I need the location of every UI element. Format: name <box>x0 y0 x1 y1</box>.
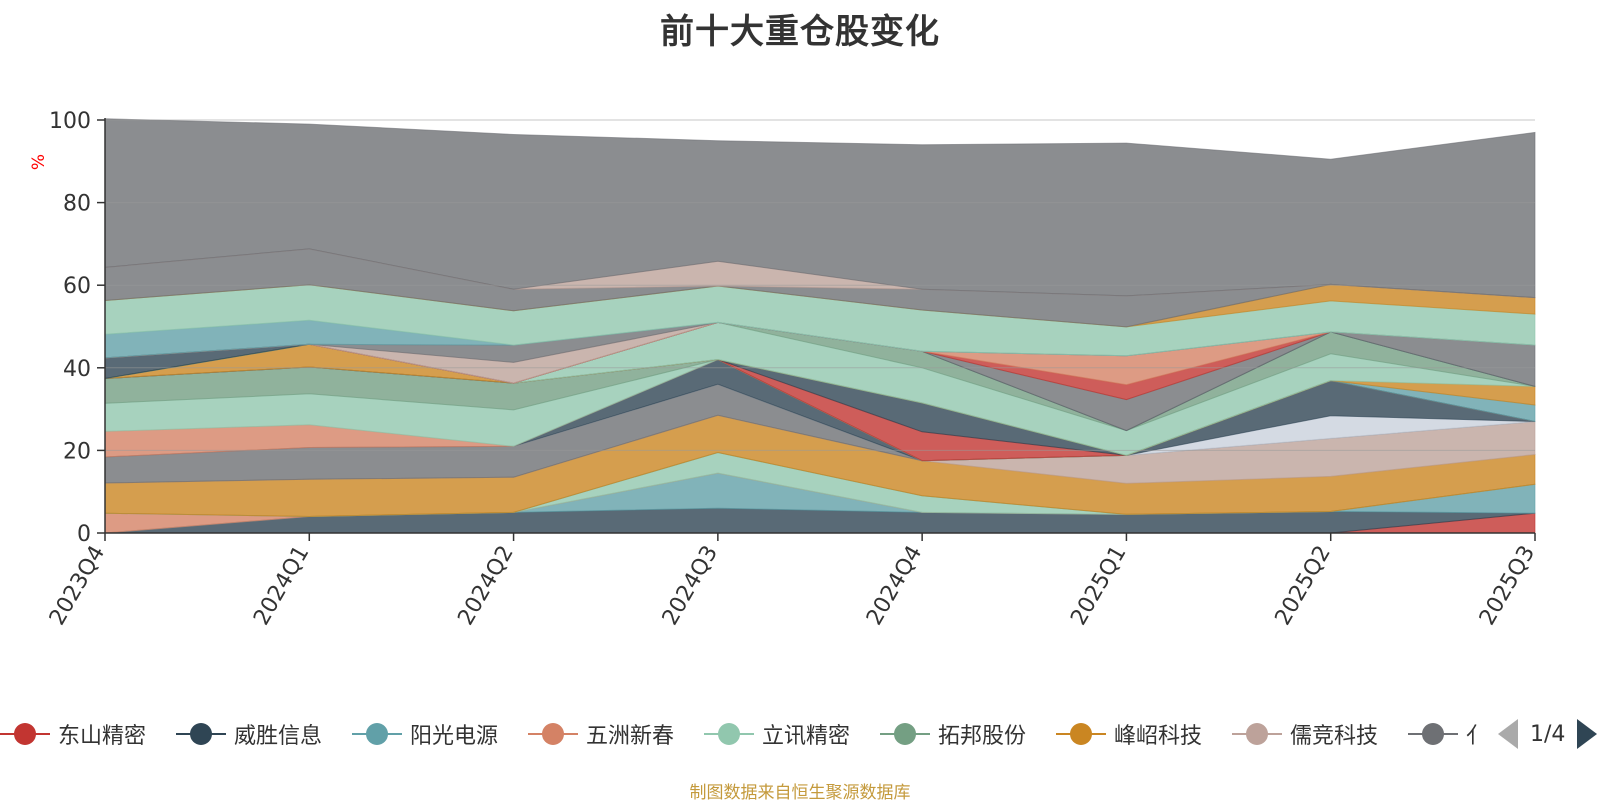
legend-marker-icon <box>352 722 402 746</box>
x-tick-label-5: 2025Q1 <box>1066 542 1131 630</box>
pager-prev-icon[interactable] <box>1498 719 1518 749</box>
y-tick-label-2: 40 <box>63 357 91 382</box>
y-tick-label-3: 60 <box>63 274 91 299</box>
legend-label: 立讯精密 <box>762 724 851 749</box>
legend-item[interactable]: 立讯精密 <box>704 712 850 756</box>
legend-item[interactable]: 威胜信息 <box>176 712 322 756</box>
legend-pager: 1/4 <box>1498 716 1598 752</box>
legend-marker-icon <box>528 722 578 746</box>
legend-label: 东山精密 <box>58 724 147 749</box>
legend-marker-icon <box>1232 722 1282 746</box>
x-tick-label-4: 2024Q4 <box>862 542 927 630</box>
source-note: 制图数据来自恒生聚源数据库 <box>689 783 911 803</box>
legend-marker-icon <box>880 722 930 746</box>
x-tick-label-3: 2024Q3 <box>658 542 723 630</box>
pager-next-icon[interactable] <box>1577 719 1598 749</box>
legend-label: 亻 <box>1466 724 1480 749</box>
legend-marker-icon <box>176 722 226 746</box>
legend-marker-icon <box>1408 722 1458 746</box>
legend-label: 儒竞科技 <box>1290 724 1379 749</box>
x-tick-label-7: 2025Q3 <box>1475 542 1540 630</box>
chart-title: 前十大重仓股变化 <box>660 12 940 52</box>
legend-marker-icon <box>1056 722 1106 746</box>
x-tick-label-2: 2024Q2 <box>453 542 518 630</box>
y-axis-label: % <box>29 154 49 170</box>
legend-label: 峰岹科技 <box>1114 724 1203 749</box>
stacked-area-chart: 0 20 40 60 80 100 2023Q4 2024Q1 2024Q2 2024Q3 2024… <box>29 109 1540 630</box>
legend-item[interactable]: 五洲新春 <box>528 712 674 756</box>
legend-label: 威胜信息 <box>234 724 323 749</box>
legend-item[interactable]: 峰岹科技 <box>1056 712 1202 756</box>
legend-label: 拓邦股份 <box>938 724 1027 749</box>
y-tick-label-0: 0 <box>77 522 91 547</box>
y-tick-label-4: 80 <box>63 192 91 217</box>
y-tick-label-5: 100 <box>49 109 91 134</box>
legend-item[interactable]: 亻 <box>1408 712 1480 756</box>
legend-item[interactable]: 东山精密 <box>0 712 146 756</box>
legend: 东山精密 威胜信息 阳光电源 五洲新春 立讯精密 拓邦股份 峰岹科技 儒竞科技 亻 <box>0 712 1480 756</box>
legend-item[interactable]: 儒竞科技 <box>1232 712 1378 756</box>
legend-label: 阳光电源 <box>410 724 499 749</box>
legend-marker-icon <box>704 722 754 746</box>
legend-item[interactable]: 阳光电源 <box>352 712 498 756</box>
legend-marker-icon <box>0 722 50 746</box>
x-tick-label-6: 2025Q2 <box>1271 542 1336 630</box>
pager-text: 1/4 <box>1530 721 1566 747</box>
x-tick-label-0: 2023Q4 <box>45 542 110 630</box>
y-tick-label-1: 20 <box>63 439 91 464</box>
x-tick-label-1: 2024Q1 <box>249 542 314 630</box>
legend-label: 五洲新春 <box>586 724 675 749</box>
legend-item[interactable]: 拓邦股份 <box>880 712 1026 756</box>
area-series-31 <box>104 118 1536 299</box>
